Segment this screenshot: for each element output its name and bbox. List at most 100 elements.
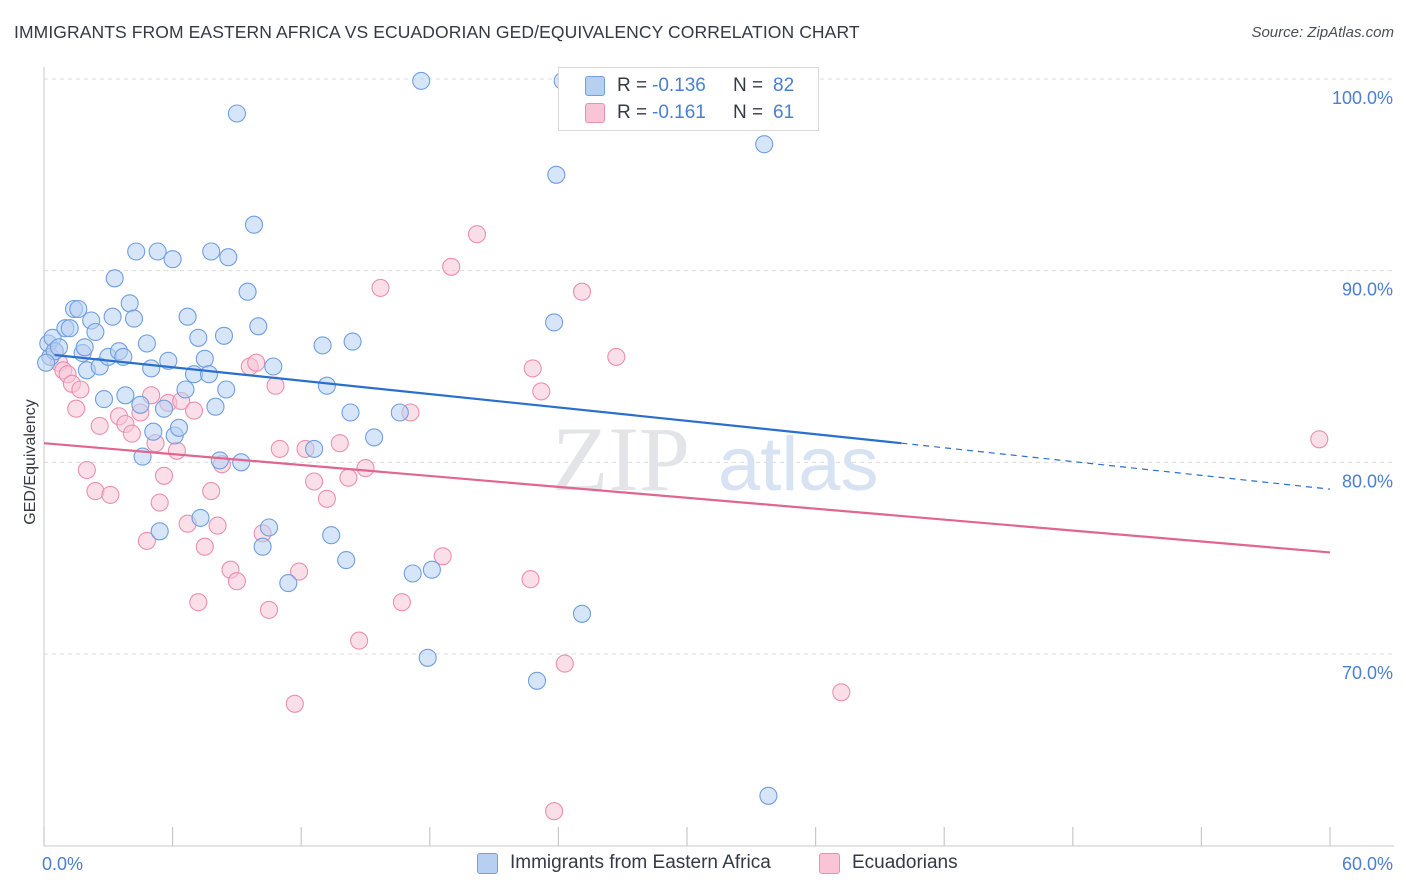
legend-swatch-pink [819, 853, 840, 874]
data-point [356, 459, 375, 478]
data-point [403, 564, 422, 583]
data-point [313, 336, 332, 355]
data-point [392, 593, 411, 612]
data-point [527, 671, 547, 690]
data-point [144, 422, 163, 441]
data-point [253, 537, 272, 556]
series-legend-label: Ecuadorians [852, 852, 958, 873]
data-point [202, 482, 221, 501]
data-point [142, 359, 161, 378]
data-point [238, 282, 257, 301]
data-point [137, 334, 156, 353]
data-point [195, 537, 214, 556]
trend-line-ecuadorians [43, 442, 1331, 554]
data-point [127, 242, 146, 261]
data-point [191, 508, 210, 527]
data-point [418, 648, 437, 667]
data-point [330, 434, 349, 453]
data-point [547, 165, 566, 184]
x-tick-label-left: 0.0% [42, 854, 83, 874]
data-point [131, 395, 150, 414]
data-point [208, 516, 227, 535]
data-point [90, 416, 109, 435]
data-point [341, 403, 360, 422]
data-point [159, 351, 178, 370]
data-point [759, 786, 778, 805]
data-point [210, 451, 229, 470]
data-point [227, 104, 246, 123]
data-point [101, 485, 120, 504]
data-point [422, 560, 441, 579]
data-point [249, 317, 268, 336]
data-point [217, 380, 236, 399]
data-point [122, 424, 141, 443]
data-point [169, 418, 189, 437]
data-point [69, 299, 88, 319]
data-point [412, 71, 431, 90]
data-point [545, 313, 564, 332]
data-point [343, 332, 362, 351]
legend-r-value: -0.136 [652, 75, 706, 96]
data-point [317, 489, 336, 508]
data-point [124, 309, 144, 328]
data-point [206, 397, 225, 416]
data-point [442, 257, 461, 276]
data-point [521, 570, 540, 589]
data-point [184, 401, 204, 420]
data-point [390, 403, 409, 422]
data-point [832, 683, 851, 702]
data-point [163, 250, 182, 269]
data-point [176, 380, 195, 399]
data-point [137, 531, 156, 550]
chart-title: IMMIGRANTS FROM EASTERN AFRICA VS ECUADO… [14, 22, 860, 42]
stats-legend: R = -0.136 N = 82 R = -0.161 N = 61 [558, 67, 819, 131]
data-point [49, 338, 69, 357]
data-point [555, 654, 574, 673]
data-point [189, 593, 208, 612]
data-point [1310, 430, 1329, 449]
y-tick-label: 90.0% [1342, 280, 1393, 300]
data-point [290, 562, 309, 581]
data-point [67, 399, 86, 418]
data-point [572, 604, 592, 623]
data-point [77, 460, 96, 480]
legend-n-value: 82 [773, 75, 795, 96]
trend-line-eastern-africa-extension [901, 442, 1331, 490]
data-point [75, 338, 94, 357]
data-point [37, 353, 56, 372]
watermark-atlas: atlas [718, 422, 879, 507]
data-point [523, 359, 542, 378]
trend-line-eastern-africa [54, 353, 902, 445]
data-point [259, 600, 279, 619]
legend-r-label: R = [617, 102, 648, 123]
data-point [154, 466, 174, 485]
data-point [214, 326, 234, 345]
data-point [259, 518, 279, 537]
data-point [148, 242, 167, 261]
data-point [433, 547, 452, 566]
y-axis-label: GED/Equivalency [22, 399, 39, 524]
legend-swatch-blue [585, 76, 605, 96]
data-point [150, 493, 169, 512]
data-point [285, 694, 304, 713]
data-point [195, 349, 214, 368]
data-point [86, 322, 105, 342]
data-point [322, 526, 341, 545]
axes [43, 67, 1394, 847]
data-point [202, 242, 221, 261]
series-legend-label: Immigrants from Eastern Africa [510, 852, 771, 873]
data-point [545, 802, 564, 821]
data-point [365, 428, 384, 447]
data-point [150, 522, 169, 541]
legend-r-label: R = [617, 75, 648, 96]
watermark: ZIP atlas [552, 408, 879, 510]
data-point [532, 382, 551, 401]
watermark-zip: ZIP [552, 408, 690, 510]
y-tick-label: 80.0% [1342, 471, 1393, 491]
data-point [607, 347, 626, 366]
y-tick-label: 100.0% [1332, 88, 1393, 108]
data-point [244, 215, 264, 234]
tick-labels: 100.0% 90.0% 80.0% 70.0% 0.0% 60.0% GED/Equiva… [22, 88, 1393, 874]
chart-source: Source: ZipAtlas.com [1251, 24, 1394, 41]
